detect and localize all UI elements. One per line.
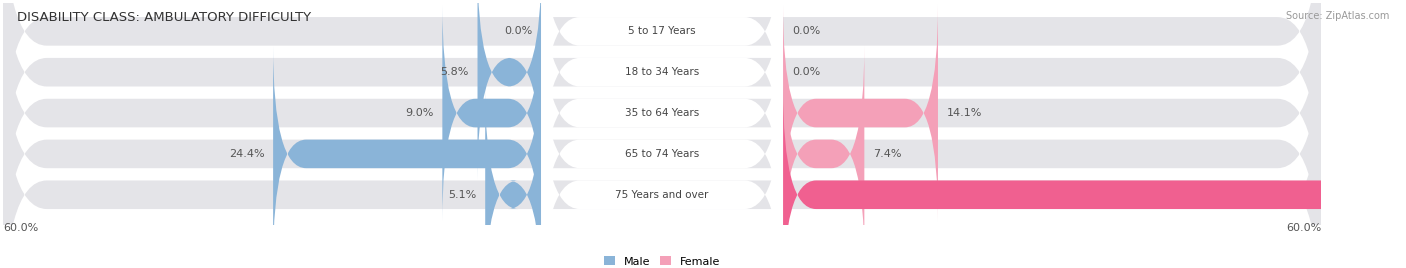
Text: 7.4%: 7.4%	[873, 149, 901, 159]
FancyBboxPatch shape	[3, 5, 1322, 268]
Text: 75 Years and over: 75 Years and over	[616, 190, 709, 200]
FancyBboxPatch shape	[541, 66, 783, 268]
FancyBboxPatch shape	[541, 0, 783, 201]
FancyBboxPatch shape	[3, 0, 1322, 262]
FancyBboxPatch shape	[783, 5, 938, 221]
FancyBboxPatch shape	[3, 46, 1322, 268]
FancyBboxPatch shape	[541, 0, 783, 160]
Text: 14.1%: 14.1%	[946, 108, 983, 118]
Text: 60.0%: 60.0%	[1286, 222, 1322, 233]
FancyBboxPatch shape	[478, 0, 541, 180]
Legend: Male, Female: Male, Female	[602, 254, 723, 268]
Text: 5 to 17 Years: 5 to 17 Years	[628, 26, 696, 36]
FancyBboxPatch shape	[541, 25, 783, 268]
Text: 24.4%: 24.4%	[229, 149, 264, 159]
Text: Source: ZipAtlas.com: Source: ZipAtlas.com	[1285, 11, 1389, 21]
Text: 0.0%: 0.0%	[792, 26, 820, 36]
Text: DISABILITY CLASS: AMBULATORY DIFFICULTY: DISABILITY CLASS: AMBULATORY DIFFICULTY	[17, 11, 311, 24]
FancyBboxPatch shape	[273, 46, 541, 262]
Text: 18 to 34 Years: 18 to 34 Years	[626, 67, 699, 77]
Text: 5.1%: 5.1%	[449, 190, 477, 200]
FancyBboxPatch shape	[541, 0, 783, 242]
Text: 58.8%: 58.8%	[1382, 190, 1406, 200]
FancyBboxPatch shape	[3, 0, 1322, 221]
Text: 60.0%: 60.0%	[3, 222, 38, 233]
FancyBboxPatch shape	[485, 87, 541, 268]
FancyBboxPatch shape	[3, 0, 1322, 180]
Text: 65 to 74 Years: 65 to 74 Years	[626, 149, 699, 159]
FancyBboxPatch shape	[783, 87, 1406, 268]
Text: 9.0%: 9.0%	[405, 108, 433, 118]
Text: 35 to 64 Years: 35 to 64 Years	[626, 108, 699, 118]
FancyBboxPatch shape	[443, 5, 541, 221]
Text: 5.8%: 5.8%	[440, 67, 468, 77]
FancyBboxPatch shape	[783, 46, 865, 262]
Text: 0.0%: 0.0%	[505, 26, 533, 36]
Text: 0.0%: 0.0%	[792, 67, 820, 77]
